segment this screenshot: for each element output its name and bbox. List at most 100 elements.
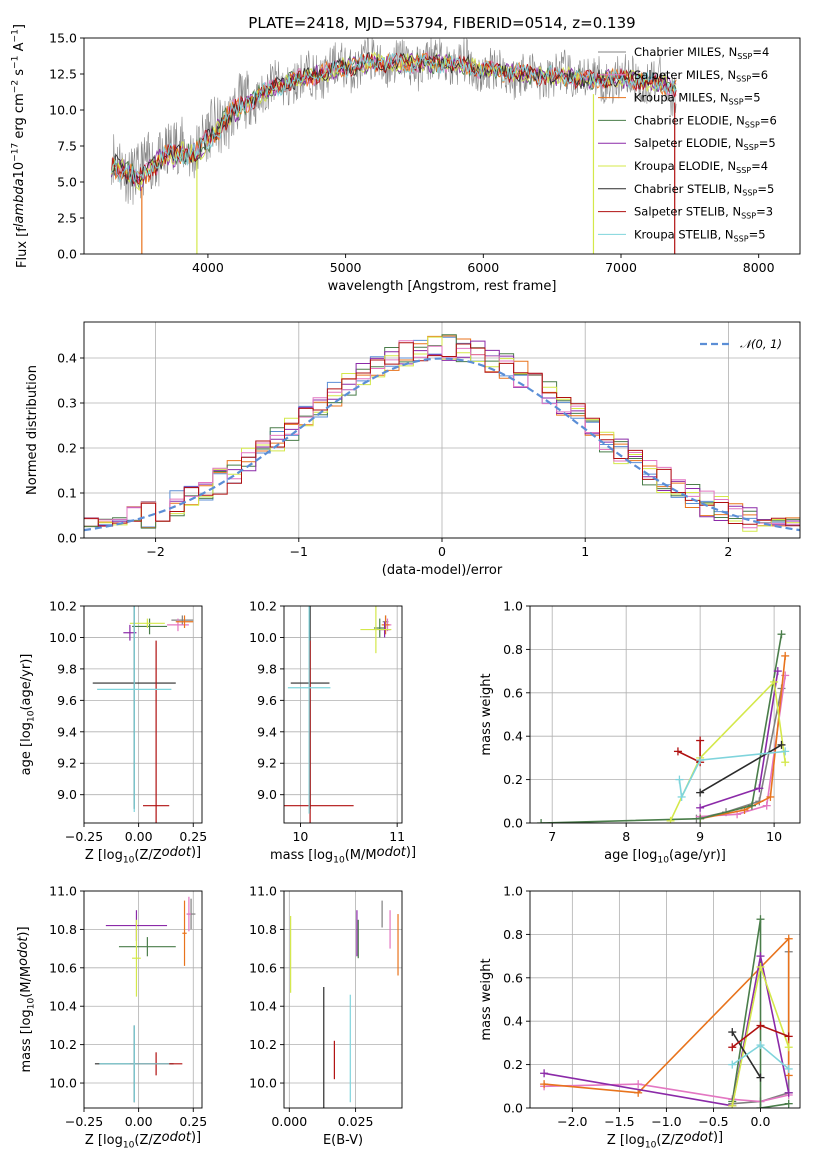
x-tick-label: −0.25 xyxy=(65,1114,103,1129)
plus-marker xyxy=(784,1099,793,1108)
errorbar-point xyxy=(99,1025,170,1103)
plus-marker xyxy=(777,740,786,749)
weight-series xyxy=(699,655,786,820)
y-tick-label: 10.8 xyxy=(49,922,77,937)
errorbar-point xyxy=(132,618,168,635)
plus-marker xyxy=(696,814,705,823)
legend-entry: Salpeter STELIB, NSSP=3 xyxy=(634,205,773,221)
x-tick-label: 5000 xyxy=(330,260,362,275)
x-axis-label: Z [log10(Z/Zodot)] xyxy=(85,845,201,866)
errorbar-point xyxy=(381,615,390,635)
plus-marker xyxy=(540,1080,549,1089)
histogram-steps xyxy=(84,340,800,529)
y-tick-label: 0.6 xyxy=(503,685,523,700)
x-tick-label: 7000 xyxy=(605,260,637,275)
spectrum-line xyxy=(111,52,677,184)
plus-marker xyxy=(634,1080,643,1089)
errorbar-point xyxy=(287,606,331,814)
plus-marker xyxy=(781,747,790,756)
plus-marker xyxy=(773,667,782,676)
x-axis-label: mass [log10(M/Modot)] xyxy=(270,845,416,866)
y-tick-label: 15.0 xyxy=(49,31,77,46)
y-tick-label: 0.8 xyxy=(503,642,523,657)
plus-marker xyxy=(675,775,684,784)
axes-frame xyxy=(529,605,801,824)
x-tick-label: 11 xyxy=(389,829,405,844)
y-tick-label: 10.8 xyxy=(249,922,277,937)
x-axis-label: Z [log10(Z/Zodot)] xyxy=(85,1130,201,1151)
x-tick-label: 8000 xyxy=(743,260,775,275)
errorbar-point xyxy=(118,937,176,957)
x-tick-label: 9 xyxy=(696,829,704,844)
x-tick-label: 0.000 xyxy=(271,1114,307,1129)
x-tick-label: 0.25 xyxy=(179,1114,207,1129)
y-tick-label: 11.0 xyxy=(49,884,77,899)
x-tick-label: −1.0 xyxy=(651,1114,681,1129)
plot-area-weight-vs-z xyxy=(540,915,793,1108)
y-tick-label: 0.4 xyxy=(503,1014,523,1029)
plus-marker xyxy=(747,801,756,810)
weight-series xyxy=(699,670,779,809)
plus-marker xyxy=(728,1043,737,1052)
plus-marker xyxy=(677,792,686,801)
y-axis-label: age [log10(age/yr)] xyxy=(19,654,36,776)
plot-area-spectrum xyxy=(111,38,677,254)
plus-marker xyxy=(756,1104,765,1108)
y-tick-label: 9.6 xyxy=(57,693,77,708)
weight-series xyxy=(543,955,790,1107)
plus-marker xyxy=(696,756,705,765)
y-tick-label: 10.4 xyxy=(49,999,77,1014)
x-tick-label: −1 xyxy=(290,544,308,559)
y-axis-label: mass [log10(M/Modot)] xyxy=(16,926,37,1072)
x-tick-label: 6000 xyxy=(467,260,499,275)
plus-marker xyxy=(696,788,705,797)
x-tick-label: −0.25 xyxy=(65,829,103,844)
panel-age-vs-z: −0.25 0.00 0.25 9.0 9.2 9.4 9.6 9.8 10.0 10.2 Z [l… xyxy=(19,599,207,866)
y-tick-label: 9.8 xyxy=(257,661,277,676)
y-tick-label: 0.0 xyxy=(57,247,77,262)
plot-area-mass-vs-z xyxy=(94,896,196,1103)
y-tick-label: 0.6 xyxy=(503,970,523,985)
y-tick-label: 10.2 xyxy=(249,599,277,614)
y-tick-label: 0.2 xyxy=(503,772,523,787)
plus-marker xyxy=(770,677,779,686)
y-tick-label: 0.4 xyxy=(503,729,523,744)
y-tick-label: 10.0 xyxy=(49,103,77,118)
y-tick-label: 0.3 xyxy=(57,396,77,411)
plus-marker xyxy=(756,1041,765,1050)
panel-weight-vs-age: 7 8 9 10 0.0 0.2 0.4 0.6 0.8 1.0 age [log10(age/yr… xyxy=(479,599,801,865)
y-tick-label: 0.2 xyxy=(503,1057,523,1072)
plus-marker xyxy=(666,816,675,823)
y-axis-label: mass weight xyxy=(479,673,494,755)
errorbar-point xyxy=(171,615,194,625)
errorbar-point xyxy=(132,919,141,997)
plus-marker xyxy=(784,1064,793,1073)
legend-entry: Kroupa STELIB, NSSP=5 xyxy=(634,227,766,243)
plus-marker xyxy=(777,630,786,639)
plus-marker xyxy=(762,801,771,810)
y-tick-label: 9.0 xyxy=(57,787,77,802)
legend-entry: Salpeter MILES, NSSP=6 xyxy=(634,68,768,84)
plus-marker xyxy=(781,651,790,660)
y-axis-label: mass weight xyxy=(479,958,494,1040)
panel-residuals: −2 −1 0 1 2 0.0 0.1 0.2 0.3 0.4 (data-model)/error… xyxy=(25,321,801,578)
plus-marker xyxy=(728,1060,737,1069)
errorbar-point xyxy=(182,900,187,966)
x-tick-label: −0.5 xyxy=(698,1114,728,1129)
y-tick-label: 10.0 xyxy=(49,630,77,645)
y-tick-label: 0.4 xyxy=(57,351,77,366)
x-tick-label: 2 xyxy=(724,544,732,559)
y-tick-label: 0.8 xyxy=(503,927,523,942)
y-tick-label: 0.0 xyxy=(57,531,77,546)
y-tick-label: 10.6 xyxy=(249,960,277,975)
weight-series xyxy=(544,936,790,1094)
y-tick-label: 10.6 xyxy=(49,960,77,975)
y-tick-label: 10.2 xyxy=(49,1037,77,1052)
panel-age-vs-mass: 10 11 9.0 9.2 9.4 9.6 9.8 10.0 10.2 mass [log10(M… xyxy=(249,599,416,866)
plus-marker xyxy=(696,736,705,745)
plot-area-mass-vs-ebv xyxy=(290,900,399,1108)
y-tick-label: 10.2 xyxy=(249,1037,277,1052)
errorbar-point xyxy=(175,615,194,629)
plus-marker xyxy=(673,747,682,756)
